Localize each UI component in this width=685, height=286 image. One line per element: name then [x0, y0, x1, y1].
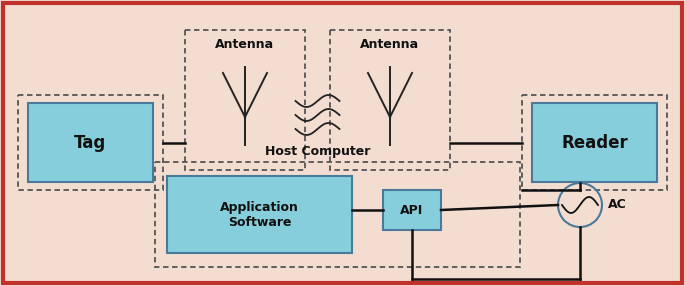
Text: Application
Software: Application Software [220, 200, 299, 229]
Text: Tag: Tag [75, 134, 107, 152]
Bar [522, 95, 667, 190]
Text: API: API [400, 204, 423, 217]
Bar [18, 95, 163, 190]
Bar [330, 30, 450, 170]
Bar [167, 176, 352, 253]
Text: Antenna: Antenna [216, 37, 275, 51]
Bar [185, 30, 305, 170]
Bar [532, 103, 657, 182]
Text: Reader: Reader [561, 134, 628, 152]
Text: AC: AC [608, 198, 627, 212]
Bar [155, 162, 520, 267]
Text: Antenna: Antenna [360, 37, 419, 51]
Text: Host Computer: Host Computer [265, 146, 370, 158]
FancyBboxPatch shape [3, 3, 682, 283]
Bar [28, 103, 153, 182]
Bar [383, 190, 441, 230]
